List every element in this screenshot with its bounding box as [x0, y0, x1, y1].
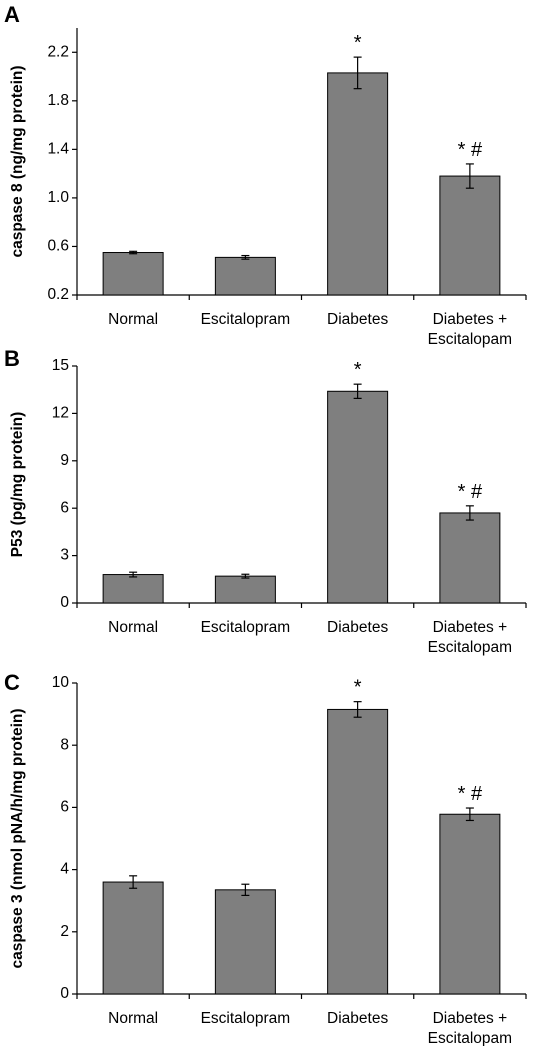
y-tick-label: 0 [60, 985, 69, 1002]
category-label: Diabetes + [433, 311, 508, 328]
bar [214, 889, 276, 995]
bar [327, 72, 389, 296]
y-tick-label: 10 [52, 674, 70, 691]
y-tick-label: 0.6 [47, 238, 69, 255]
y-axis-label: caspase 8 (ng/mg protein) [9, 65, 26, 257]
significance-marker: * [354, 359, 362, 381]
category-label: Escitalopam [428, 331, 512, 348]
category-label: Escitalopam [428, 1030, 512, 1046]
y-tick-label: 9 [60, 452, 69, 469]
y-tick-label: 0 [60, 594, 69, 611]
category-label: Escitalopram [201, 619, 291, 636]
bar [102, 574, 164, 604]
y-tick-label: 3 [60, 547, 69, 564]
y-axis-label: caspase 3 (nmol pNA/h/mg protein) [9, 708, 26, 968]
bar [439, 512, 501, 604]
category-label: Normal [108, 619, 158, 636]
y-tick-label: 4 [60, 861, 69, 878]
category-label: Escitalopram [201, 1010, 291, 1027]
panel-letter: A [4, 2, 20, 27]
bar [102, 881, 164, 995]
bar [439, 813, 501, 995]
category-label: Diabetes [327, 619, 388, 636]
y-axis-label: P53 (pg/mg protein) [9, 412, 26, 558]
significance-marker: * # [458, 139, 483, 161]
significance-marker: * [354, 32, 362, 54]
y-tick-label: 1.4 [47, 140, 69, 157]
significance-marker: * [354, 677, 362, 699]
bar [102, 252, 164, 296]
y-tick-label: 12 [52, 404, 69, 421]
y-tick-label: 1.0 [47, 189, 69, 206]
bar [214, 575, 276, 604]
bar [327, 708, 389, 995]
y-tick-label: 8 [60, 736, 69, 753]
bar [214, 256, 276, 296]
chart-panel-b: B P53 (pg/mg protein) 0 3 6 9 12 15 Normal Escita… [4, 346, 527, 656]
category-label: Normal [108, 311, 158, 328]
y-tick-label: 2 [60, 923, 69, 940]
y-tick-label: 15 [52, 357, 69, 374]
category-label: Diabetes + [433, 619, 508, 636]
category-label: Normal [108, 1010, 158, 1027]
category-label: Escitalopram [201, 311, 291, 328]
category-label: Diabetes [327, 311, 388, 328]
panel-letter: C [4, 670, 20, 695]
significance-marker: * # [458, 783, 483, 805]
y-tick-label: 6 [60, 499, 69, 516]
panel-letter: B [4, 346, 20, 371]
bar [439, 175, 501, 296]
bar [327, 390, 389, 604]
y-tick-label: 1.8 [47, 92, 69, 109]
y-tick-label: 6 [60, 798, 69, 815]
category-label: Escitalopam [428, 639, 512, 656]
y-tick-label: 0.2 [47, 286, 69, 303]
category-label: Diabetes + [433, 1010, 508, 1027]
category-label: Diabetes [327, 1010, 388, 1027]
significance-marker: * # [458, 481, 483, 503]
y-tick-label: 2.2 [47, 43, 69, 60]
